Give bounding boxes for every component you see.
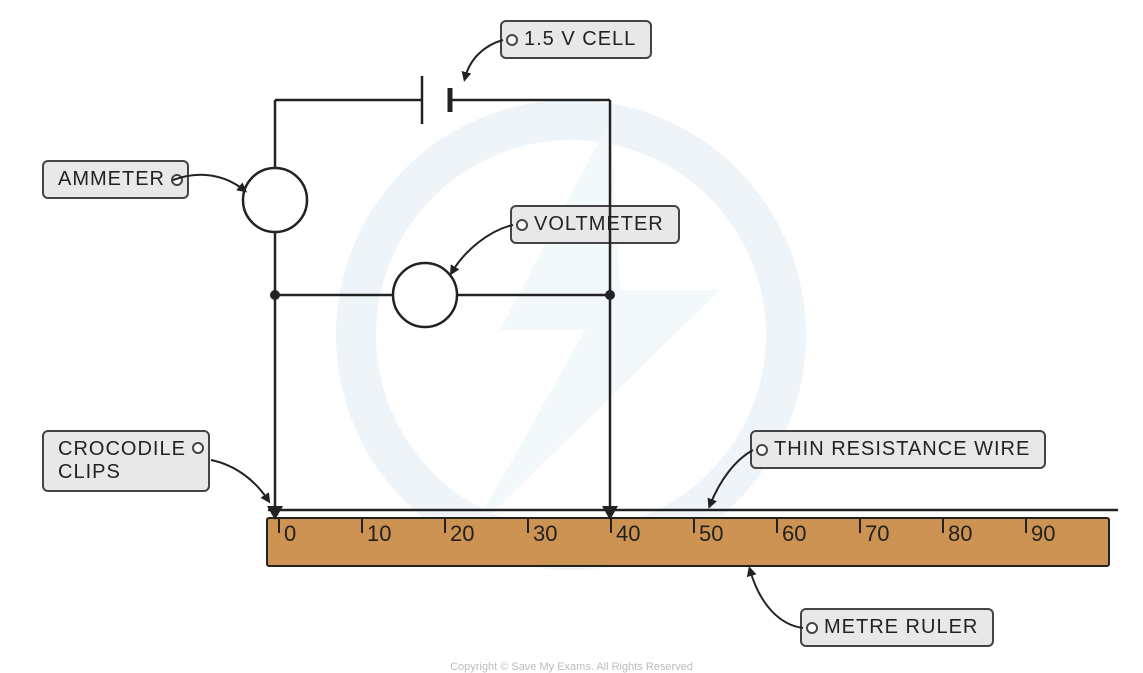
circuit-diagram: [0, 0, 1143, 673]
